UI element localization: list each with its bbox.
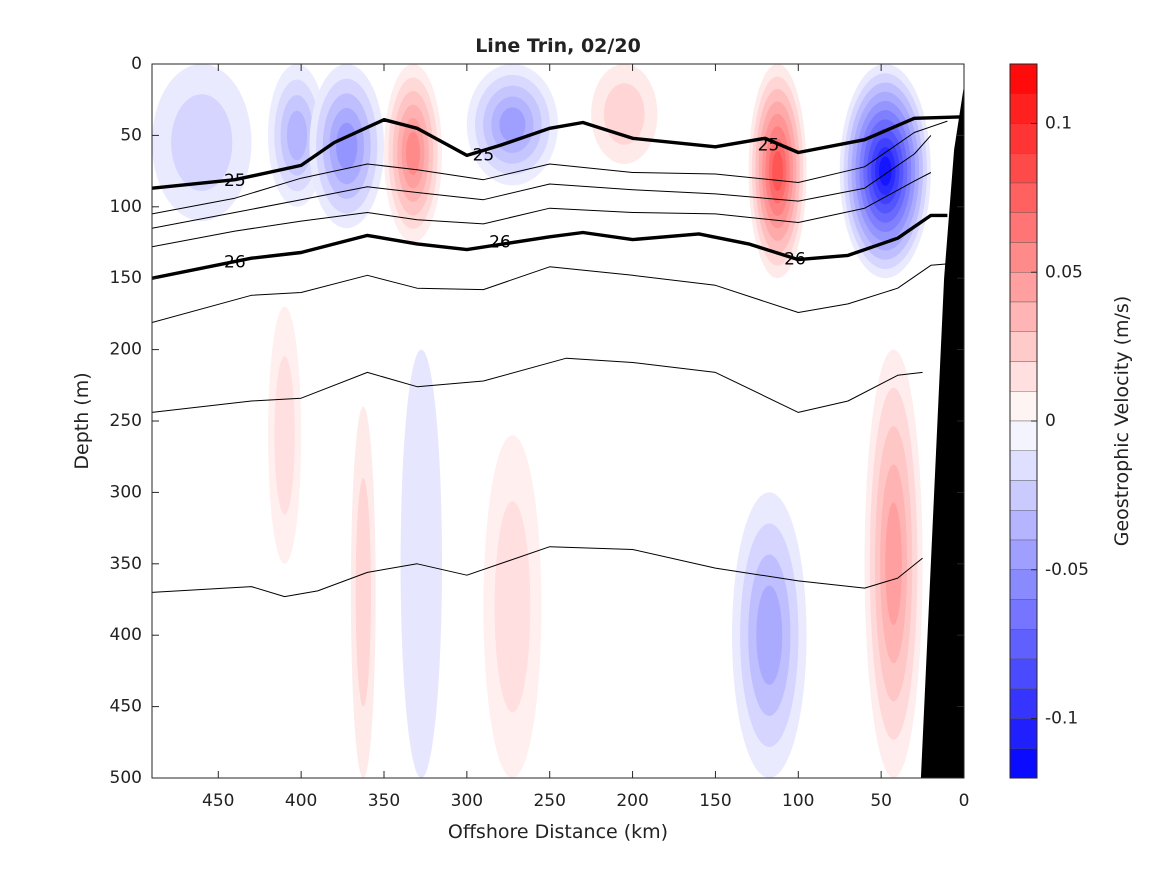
- velocity-contour-fill: [274, 356, 295, 515]
- colorbar: 0.1 0.05 0 -0.05 -0.1 Geostrophic Velocity (…: [1009, 63, 1133, 779]
- colorbar-block: [1009, 629, 1038, 660]
- isopycnal-line: [152, 135, 932, 229]
- velocity-contour-fill: [885, 502, 902, 625]
- x-axis-label: Offshore Distance (km): [448, 821, 668, 843]
- colorbar-ticks: 0.1 0.05 0 -0.05 -0.1: [1031, 114, 1089, 729]
- y-tick-label: 50: [120, 125, 142, 145]
- colorbar-block: [1009, 688, 1038, 719]
- isopycnal-label: 25: [224, 171, 246, 191]
- colorbar-block: [1009, 93, 1038, 124]
- colorbar-block: [1009, 480, 1038, 511]
- colorbar-block: [1009, 331, 1038, 362]
- y-axis: 0 50 100 150 200 250 300 350 400 450 500: [110, 54, 964, 788]
- colorbar-block: [1009, 63, 1038, 94]
- velocity-contour-fill: [355, 478, 371, 707]
- colorbar-block: [1009, 510, 1038, 541]
- x-tick-label: 250: [533, 791, 565, 811]
- colorbar-block: [1009, 569, 1038, 600]
- colorbar-block: [1009, 153, 1038, 184]
- y-tick-label: 300: [110, 482, 142, 502]
- bathymetry: [920, 85, 964, 778]
- isopycnal-bold-line: [152, 115, 964, 190]
- colorbar-block: [1009, 242, 1038, 273]
- colorbar-block: [1009, 182, 1038, 213]
- velocity-contour-fill: [603, 83, 645, 145]
- y-tick-label: 200: [110, 340, 142, 360]
- colorbar-block: [1009, 361, 1038, 392]
- velocity-contour-fill: [756, 585, 783, 685]
- colorbar-tick-label: 0.1: [1045, 114, 1072, 134]
- velocity-contour-fill: [171, 94, 233, 191]
- colorbar-block: [1009, 301, 1038, 332]
- colorbar-block: [1009, 599, 1038, 630]
- velocity-contour-fill: [494, 501, 531, 713]
- y-tick-label: 150: [110, 268, 142, 288]
- x-tick-label: 200: [616, 791, 648, 811]
- velocity-contour-fill: [286, 110, 308, 161]
- colorbar-block: [1009, 450, 1038, 481]
- colorbar-block: [1009, 123, 1038, 154]
- y-tick-label: 0: [131, 54, 142, 74]
- x-tick-label: 50: [870, 791, 892, 811]
- isopycnal-line: [152, 357, 923, 413]
- colorbar-tick-label: -0.05: [1045, 560, 1089, 580]
- x-tick-label: 150: [699, 791, 731, 811]
- velocity-contour-fill: [499, 107, 526, 143]
- velocity-contour-fill: [879, 156, 892, 186]
- x-tick-label: 450: [202, 791, 234, 811]
- colorbar-tick-label: 0.05: [1045, 262, 1083, 282]
- colorbar-tick-label: -0.1: [1045, 709, 1078, 729]
- velocity-contour-fill: [772, 151, 783, 192]
- y-tick-label: 450: [110, 697, 142, 717]
- y-axis-label: Depth (m): [71, 372, 93, 469]
- x-tick-label: 100: [782, 791, 814, 811]
- isopycnal-label: 25: [473, 145, 495, 165]
- isopycnal-label: 26: [489, 233, 511, 253]
- isopycnal-line: [152, 172, 932, 248]
- isopycnal-line: [152, 546, 923, 598]
- velocity-contour-fill: [400, 349, 442, 778]
- colorbar-block: [1009, 748, 1038, 779]
- colorbar-block: [1009, 539, 1038, 570]
- colorbar-blocks: [1009, 63, 1038, 779]
- isopycnal-label: 26: [784, 250, 806, 270]
- x-tick-label: 400: [285, 791, 317, 811]
- x-axis: 450 400 350 300 250 200 150 100 50 0: [202, 64, 969, 811]
- isopycnal-line: [152, 263, 948, 323]
- y-tick-label: 500: [110, 768, 142, 788]
- colorbar-label: Geostrophic Velocity (m/s): [1111, 296, 1133, 546]
- isopycnal-contours: [152, 115, 964, 598]
- seafloor: [920, 85, 964, 778]
- colorbar-block: [1009, 272, 1038, 303]
- colorbar-block: [1009, 718, 1038, 749]
- colorbar-tick-label: 0: [1045, 411, 1056, 431]
- y-tick-label: 100: [110, 197, 142, 217]
- isopycnal-label: 25: [758, 135, 780, 155]
- isopycnal-label: 26: [224, 252, 246, 272]
- y-tick-label: 400: [110, 625, 142, 645]
- y-tick-label: 350: [110, 554, 142, 574]
- chart-title: Line Trin, 02/20: [475, 35, 641, 57]
- velocity-field: [152, 64, 931, 778]
- colorbar-block: [1009, 212, 1038, 243]
- x-tick-label: 0: [959, 791, 970, 811]
- velocity-contour-fill: [336, 122, 358, 170]
- isopycnal-bold-line: [152, 213, 948, 280]
- velocity-contour-fill: [405, 131, 421, 175]
- y-tick-label: 250: [110, 411, 142, 431]
- plot-area: 25 25 25 26 26 26: [151, 63, 965, 779]
- x-tick-label: 300: [451, 791, 483, 811]
- x-tick-label: 350: [368, 791, 400, 811]
- colorbar-block: [1009, 658, 1038, 689]
- colorbar-block: [1009, 391, 1038, 422]
- colorbar-block: [1009, 420, 1038, 451]
- isopycnal-labels: 25 25 25 26 26 26: [224, 135, 806, 272]
- isopycnal-line: [152, 120, 948, 215]
